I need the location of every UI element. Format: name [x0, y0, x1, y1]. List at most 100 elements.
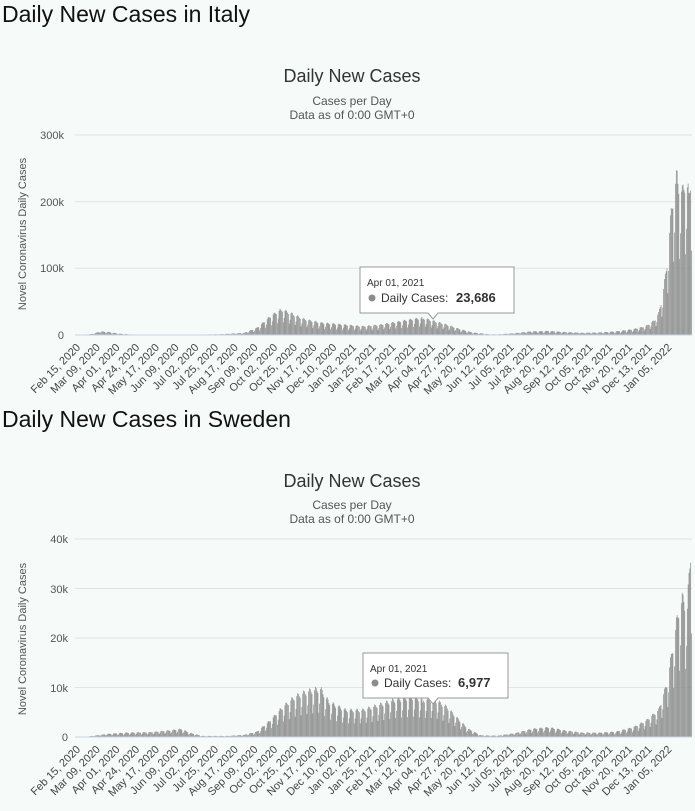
daily-case-bar: [337, 327, 338, 335]
y-tick-label: 300k: [40, 130, 64, 142]
daily-case-bar: [121, 333, 123, 335]
daily-case-bar: [331, 713, 332, 737]
daily-case-bar: [515, 733, 517, 737]
daily-case-bar: [298, 316, 299, 335]
daily-case-bar: [574, 731, 576, 737]
daily-case-bar: [384, 327, 386, 335]
daily-case-bar: [101, 734, 102, 737]
daily-case-bar: [247, 333, 249, 335]
daily-case-bar: [311, 322, 313, 335]
daily-case-bar: [113, 332, 114, 335]
daily-case-bar: [307, 324, 309, 336]
daily-case-bar: [461, 726, 462, 737]
daily-case-bar: [607, 732, 609, 737]
daily-case-bar: [492, 735, 494, 737]
daily-case-bar: [422, 319, 424, 335]
daily-case-bar: [233, 333, 235, 335]
daily-case-bar: [391, 701, 392, 737]
daily-case-bar: [489, 735, 490, 737]
daily-case-bar: [424, 319, 425, 335]
daily-case-bar: [478, 735, 479, 737]
daily-case-bar: [611, 731, 613, 737]
daily-case-bar: [280, 309, 282, 335]
daily-case-bar: [582, 732, 584, 737]
daily-case-bar: [446, 708, 448, 737]
daily-case-bar: [163, 731, 165, 737]
daily-case-bar: [498, 735, 500, 737]
daily-case-bar: [444, 705, 446, 737]
daily-case-bar: [612, 331, 614, 335]
daily-case-bar: [379, 324, 380, 335]
daily-case-bar: [277, 719, 279, 737]
chart-subtitle: Cases per Day: [312, 498, 391, 512]
daily-case-bar: [227, 333, 228, 335]
daily-case-bar: [458, 720, 460, 737]
daily-case-bar: [296, 696, 298, 737]
daily-case-bar: [440, 704, 442, 737]
tooltip-label: Daily Cases:: [384, 676, 451, 690]
daily-case-bar: [326, 697, 328, 737]
daily-case-bar: [109, 733, 111, 737]
daily-case-bar: [511, 333, 512, 335]
daily-case-bar: [105, 333, 107, 335]
daily-case-bar: [452, 327, 454, 335]
daily-case-bar: [399, 700, 401, 737]
daily-case-bar: [320, 687, 322, 737]
daily-case-bar: [573, 333, 575, 335]
daily-case-bar: [649, 329, 651, 335]
daily-case-bar: [577, 732, 578, 737]
daily-case-bar: [174, 729, 176, 737]
daily-case-bar: [150, 732, 151, 737]
daily-case-bar: [671, 653, 673, 737]
daily-case-bar: [600, 332, 602, 335]
daily-case-bar: [485, 735, 487, 737]
daily-case-bar: [608, 333, 610, 335]
daily-case-bar: [289, 319, 291, 335]
daily-case-bar: [326, 322, 328, 335]
daily-case-bar: [279, 309, 281, 335]
daily-case-bar: [330, 329, 331, 335]
daily-case-bar: [332, 702, 334, 737]
daily-case-bar: [291, 697, 293, 737]
daily-case-bar: [416, 318, 418, 335]
daily-case-bar: [299, 318, 301, 335]
daily-case-bar: [621, 730, 623, 737]
daily-case-bar: [619, 731, 621, 737]
daily-case-bar: [653, 321, 655, 335]
daily-case-bar: [251, 329, 253, 335]
daily-case-bar: [529, 331, 531, 335]
daily-case-bar: [633, 726, 635, 737]
daily-case-bar: [425, 323, 427, 335]
daily-case-bar: [583, 332, 585, 335]
daily-case-bar: [105, 735, 107, 737]
daily-case-bar: [420, 699, 422, 737]
daily-case-bar: [149, 731, 151, 737]
daily-case-bar: [391, 321, 393, 335]
daily-case-bar: [398, 321, 400, 335]
daily-case-bar: [327, 322, 329, 335]
daily-case-bar: [485, 333, 487, 335]
daily-case-bar: [580, 332, 582, 335]
daily-case-bar: [266, 319, 268, 335]
daily-case-bar: [191, 733, 193, 737]
daily-case-bar: [474, 332, 476, 335]
daily-case-bar: [408, 324, 409, 335]
daily-case-bar: [181, 729, 183, 737]
daily-case-bar: [198, 735, 200, 737]
daily-case-bar: [294, 716, 296, 737]
daily-case-bar: [576, 332, 577, 335]
daily-case-bar: [656, 719, 658, 737]
daily-case-bar: [287, 705, 289, 737]
daily-case-bar: [505, 333, 506, 335]
daily-case-bar: [284, 310, 286, 335]
daily-case-bar: [651, 715, 653, 737]
daily-case-bar: [473, 733, 474, 737]
daily-case-bar: [178, 728, 180, 737]
daily-case-bar: [582, 332, 583, 335]
daily-case-bar: [154, 731, 156, 737]
daily-case-bar: [484, 735, 486, 737]
daily-case-bar: [285, 309, 287, 335]
daily-case-bar: [686, 646, 687, 737]
daily-case-bar: [334, 705, 336, 737]
daily-case-bar: [430, 717, 432, 737]
